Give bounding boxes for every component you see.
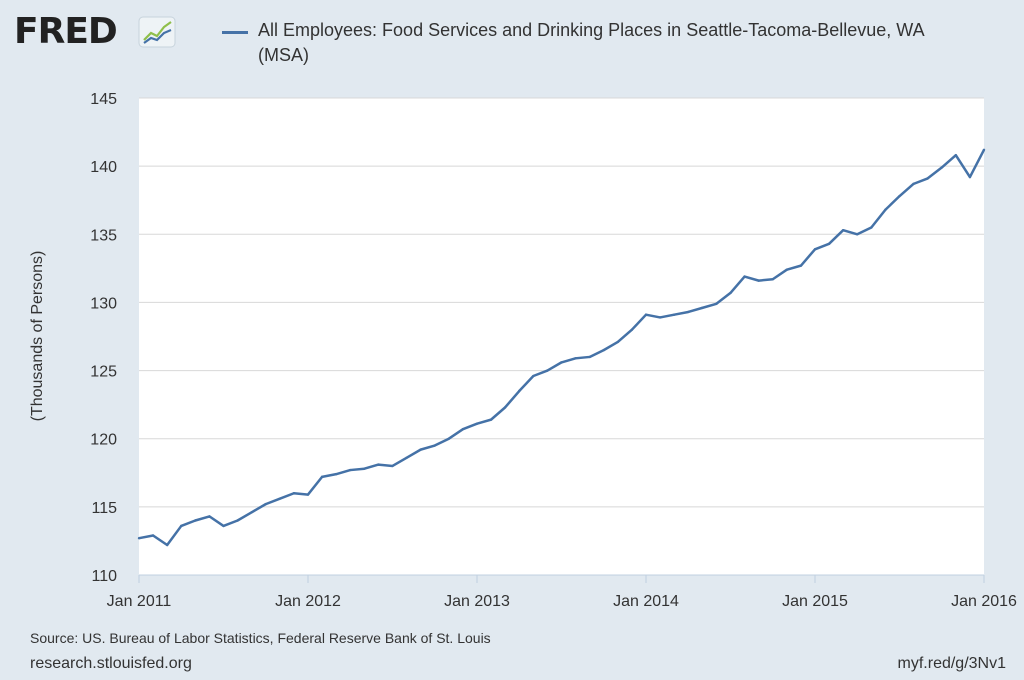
data-point bbox=[264, 502, 267, 506]
data-point bbox=[461, 427, 465, 431]
data-point bbox=[687, 310, 690, 314]
data-point bbox=[433, 444, 436, 447]
y-tick-label: 135 bbox=[90, 227, 117, 244]
data-point bbox=[813, 248, 817, 251]
data-point bbox=[856, 233, 859, 236]
fred-trend-icon bbox=[138, 16, 176, 48]
data-point bbox=[292, 492, 296, 495]
data-point bbox=[574, 357, 577, 360]
data-point bbox=[644, 313, 648, 316]
source-note: Source: US. Bureau of Labor Statistics, … bbox=[30, 630, 491, 646]
data-point bbox=[757, 279, 760, 282]
data-point bbox=[489, 418, 493, 421]
data-point bbox=[968, 175, 972, 179]
data-point bbox=[588, 355, 591, 359]
y-tick-label: 140 bbox=[90, 159, 117, 176]
x-tick-label: Jan 2016 bbox=[951, 593, 1017, 610]
x-tick-label: Jan 2011 bbox=[107, 593, 172, 610]
data-point bbox=[475, 422, 479, 425]
data-point bbox=[320, 475, 324, 479]
data-point bbox=[165, 543, 169, 547]
data-point bbox=[180, 524, 183, 528]
data-point bbox=[602, 348, 605, 352]
x-tick-label: Jan 2012 bbox=[275, 593, 341, 610]
data-point bbox=[771, 278, 774, 281]
data-point bbox=[391, 464, 394, 468]
data-point bbox=[306, 493, 310, 496]
data-point bbox=[982, 148, 986, 151]
site-link[interactable]: research.stlouisfed.org bbox=[30, 655, 192, 672]
data-point bbox=[208, 515, 211, 518]
data-point bbox=[940, 166, 943, 169]
y-tick-label: 145 bbox=[90, 91, 117, 108]
data-point bbox=[363, 467, 366, 470]
data-point bbox=[912, 182, 915, 186]
y-tick-label: 115 bbox=[91, 500, 117, 517]
data-point bbox=[419, 448, 422, 451]
data-point bbox=[827, 242, 831, 246]
x-tick-label: Jan 2015 bbox=[782, 593, 848, 610]
fred-logo[interactable]: FRED bbox=[14, 12, 184, 52]
data-point bbox=[658, 316, 662, 319]
data-point bbox=[278, 497, 282, 500]
data-point bbox=[349, 468, 352, 472]
data-point bbox=[194, 519, 197, 522]
x-tick-label: Jan 2014 bbox=[613, 593, 679, 610]
data-point bbox=[841, 229, 845, 232]
data-point bbox=[560, 361, 563, 364]
x-axis: Jan 2011 Jan 2012 Jan 2013 Jan 2014 Jan 2015… bbox=[107, 574, 1017, 610]
data-point bbox=[884, 208, 887, 211]
data-point bbox=[546, 369, 549, 372]
y-tick-label: 125 bbox=[90, 364, 117, 381]
data-point bbox=[785, 268, 789, 271]
data-point bbox=[236, 519, 239, 522]
data-point bbox=[799, 264, 803, 267]
data-point bbox=[616, 340, 620, 344]
data-points bbox=[137, 148, 986, 547]
data-point bbox=[447, 437, 451, 440]
data-point bbox=[954, 154, 958, 157]
y-axis-title: (Thousands of Persons) bbox=[29, 251, 46, 422]
data-point bbox=[222, 524, 225, 528]
data-point bbox=[151, 534, 155, 537]
data-point bbox=[630, 328, 634, 331]
data-point bbox=[405, 456, 408, 459]
y-axis: 110 115 120 125 130 135 140 145 bbox=[90, 91, 117, 585]
data-point bbox=[701, 306, 704, 310]
data-point bbox=[898, 194, 901, 198]
data-point bbox=[137, 537, 141, 540]
data-point bbox=[503, 406, 507, 409]
x-tick-label: Jan 2013 bbox=[444, 593, 510, 610]
y-tick-label: 120 bbox=[90, 432, 117, 449]
data-point bbox=[870, 226, 873, 229]
data-point bbox=[672, 313, 676, 316]
data-point bbox=[377, 463, 380, 466]
data-point bbox=[532, 374, 535, 378]
data-point bbox=[518, 389, 521, 393]
legend-swatch bbox=[222, 31, 248, 34]
data-point bbox=[715, 302, 718, 305]
y-tick-label: 130 bbox=[90, 295, 117, 312]
y-tick-label: 110 bbox=[91, 568, 117, 585]
plot-area bbox=[139, 98, 984, 575]
data-point bbox=[250, 511, 253, 514]
legend-label: All Employees: Food Services and Drinkin… bbox=[258, 20, 924, 65]
fred-logo-text: FRED bbox=[14, 11, 118, 52]
data-point bbox=[743, 275, 746, 278]
data-point bbox=[926, 177, 929, 180]
data-point bbox=[729, 291, 732, 295]
data-point bbox=[334, 472, 338, 476]
short-url-link[interactable]: myf.red/g/3Nv1 bbox=[897, 655, 1006, 672]
